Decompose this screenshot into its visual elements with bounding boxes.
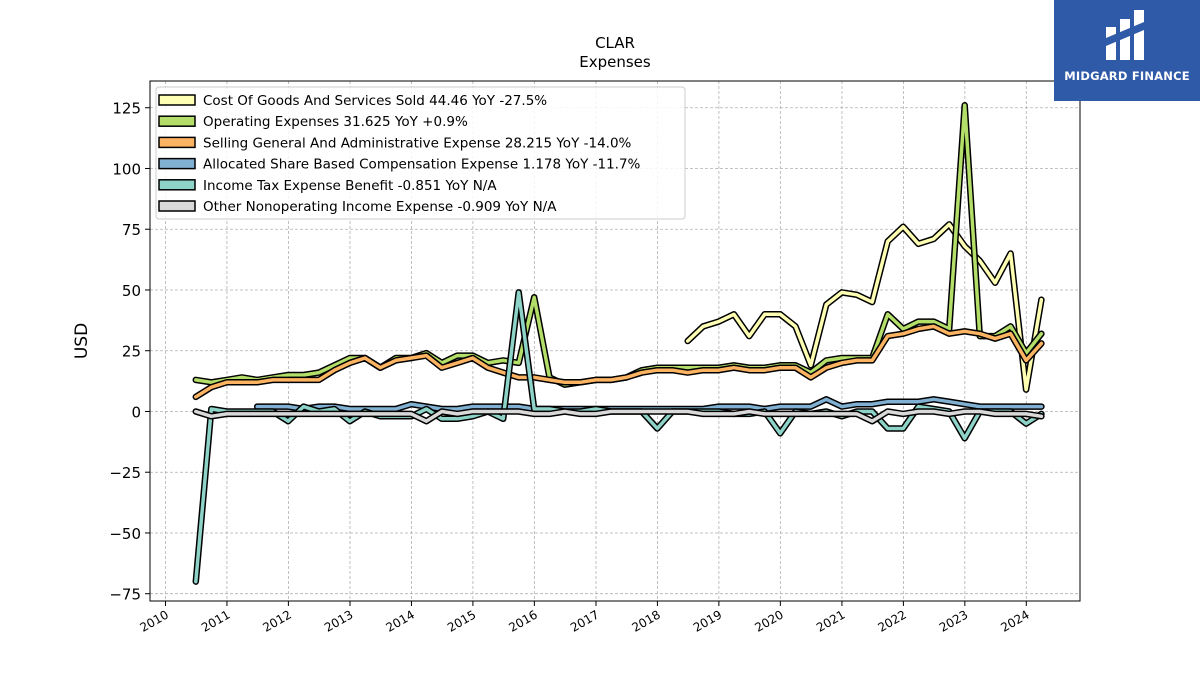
x-tick-label: 2012 — [260, 607, 293, 634]
series-line-outline — [192, 289, 1045, 585]
x-tick-label: 2023 — [937, 607, 970, 634]
series-line-outline — [192, 323, 1045, 401]
series-line-stroke — [194, 290, 1044, 584]
legend-label: Income Tax Expense Benefit -0.851 YoY N/… — [203, 178, 497, 194]
series-line — [192, 323, 1045, 401]
legend-label: Allocated Share Based Compensation Expen… — [203, 157, 641, 173]
legend-label: Operating Expenses 31.625 YoY +0.9% — [203, 114, 468, 130]
x-tick-label: 2010 — [138, 607, 171, 634]
x-tick-label: 2020 — [752, 607, 785, 634]
x-tick-label: 2017 — [568, 607, 601, 634]
series-line-stroke — [194, 409, 1044, 423]
x-axis: 2010 2011 2012 2013 2014 2015 2016 2017 2018 2019… — [138, 601, 1032, 635]
brand-name: MIDGARD FINANCE — [1064, 69, 1190, 83]
legend-swatch — [158, 200, 196, 212]
y-tick-label: −25 — [109, 464, 141, 482]
series-line — [192, 408, 1045, 425]
y-axis-label: USD — [72, 323, 92, 359]
x-tick-label: 2019 — [691, 607, 724, 634]
x-tick-label: 2016 — [506, 607, 539, 634]
series-line-stroke — [194, 324, 1044, 399]
x-tick-label: 2015 — [445, 607, 478, 634]
x-tick-label: 2018 — [629, 607, 662, 634]
x-tick-label: 2011 — [199, 607, 232, 634]
legend-swatch — [158, 179, 196, 191]
legend-box — [155, 86, 686, 220]
y-tick-label: −50 — [109, 525, 141, 543]
legend: Cost Of Goods And Services Sold 44.46 Yo… — [155, 86, 686, 220]
y-tick-label: 100 — [112, 160, 141, 178]
plot-frame — [149, 80, 1081, 602]
midgard-monogram-icon — [1106, 10, 1144, 60]
legend-label: Other Nonoperating Income Expense -0.909… — [203, 199, 557, 215]
chart-subtitle: Expenses — [579, 53, 651, 71]
legend-label: Cost Of Goods And Services Sold 44.46 Yo… — [203, 93, 547, 109]
y-tick-label: 0 — [131, 403, 141, 421]
legend-swatch — [158, 115, 196, 127]
legend-label: Selling General And Administrative Expen… — [203, 135, 632, 151]
y-tick-label: 75 — [122, 221, 141, 239]
x-tick-label: 2022 — [875, 607, 908, 634]
series-line — [192, 289, 1045, 585]
brand-logo: MIDGARD FINANCE — [1054, 0, 1200, 101]
legend-swatch — [158, 94, 196, 106]
y-tick-label: 50 — [122, 282, 141, 300]
x-tick-label: 2021 — [814, 607, 847, 634]
series-layer — [192, 102, 1045, 585]
chart-title: CLAR — [595, 34, 635, 52]
legend-swatch — [158, 157, 196, 170]
y-tick-label: 25 — [122, 343, 141, 361]
legend-swatch — [158, 136, 196, 149]
series-line — [684, 221, 1045, 393]
x-tick-label: 2014 — [384, 607, 417, 634]
y-axis: −75 −50 −25 0 25 50 75 100 125 — [109, 100, 150, 604]
y-tick-label: 125 — [112, 100, 141, 118]
x-tick-label: 2024 — [998, 607, 1031, 634]
y-tick-label: −75 — [109, 586, 141, 604]
x-tick-label: 2013 — [322, 607, 355, 634]
series-line-stroke — [685, 222, 1044, 392]
